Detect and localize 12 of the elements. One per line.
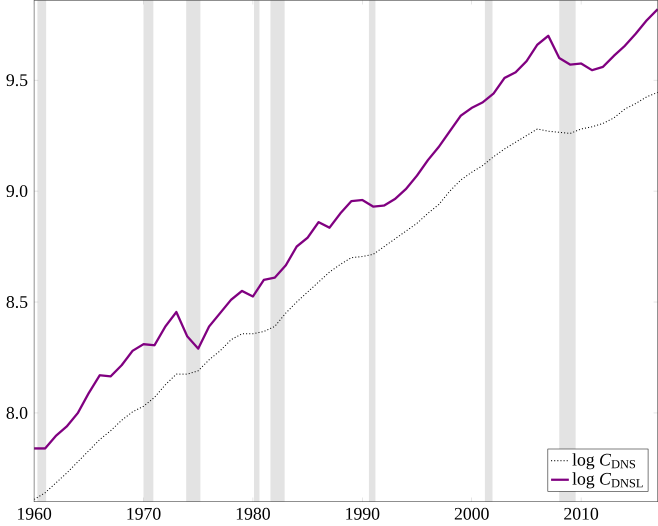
y-tick-label: 8.5: [6, 296, 28, 308]
x-tick-label: 1980: [236, 508, 270, 520]
x-tick-label: 1990: [346, 508, 380, 520]
x-tick-label: 1960: [18, 508, 52, 520]
x-tick-label: 2010: [564, 508, 598, 520]
x-tick-label: 2000: [454, 508, 489, 520]
y-tick-label: 9.0: [6, 185, 28, 198]
legend-label: log C$_{DNS}$: [572, 453, 636, 470]
x-tick-label: 1970: [127, 508, 161, 520]
y-tick-label: 8.0: [6, 407, 28, 420]
y-tick-label: 9.5: [6, 74, 28, 86]
legend-label: log C$_{DNSL}$: [572, 472, 643, 489]
